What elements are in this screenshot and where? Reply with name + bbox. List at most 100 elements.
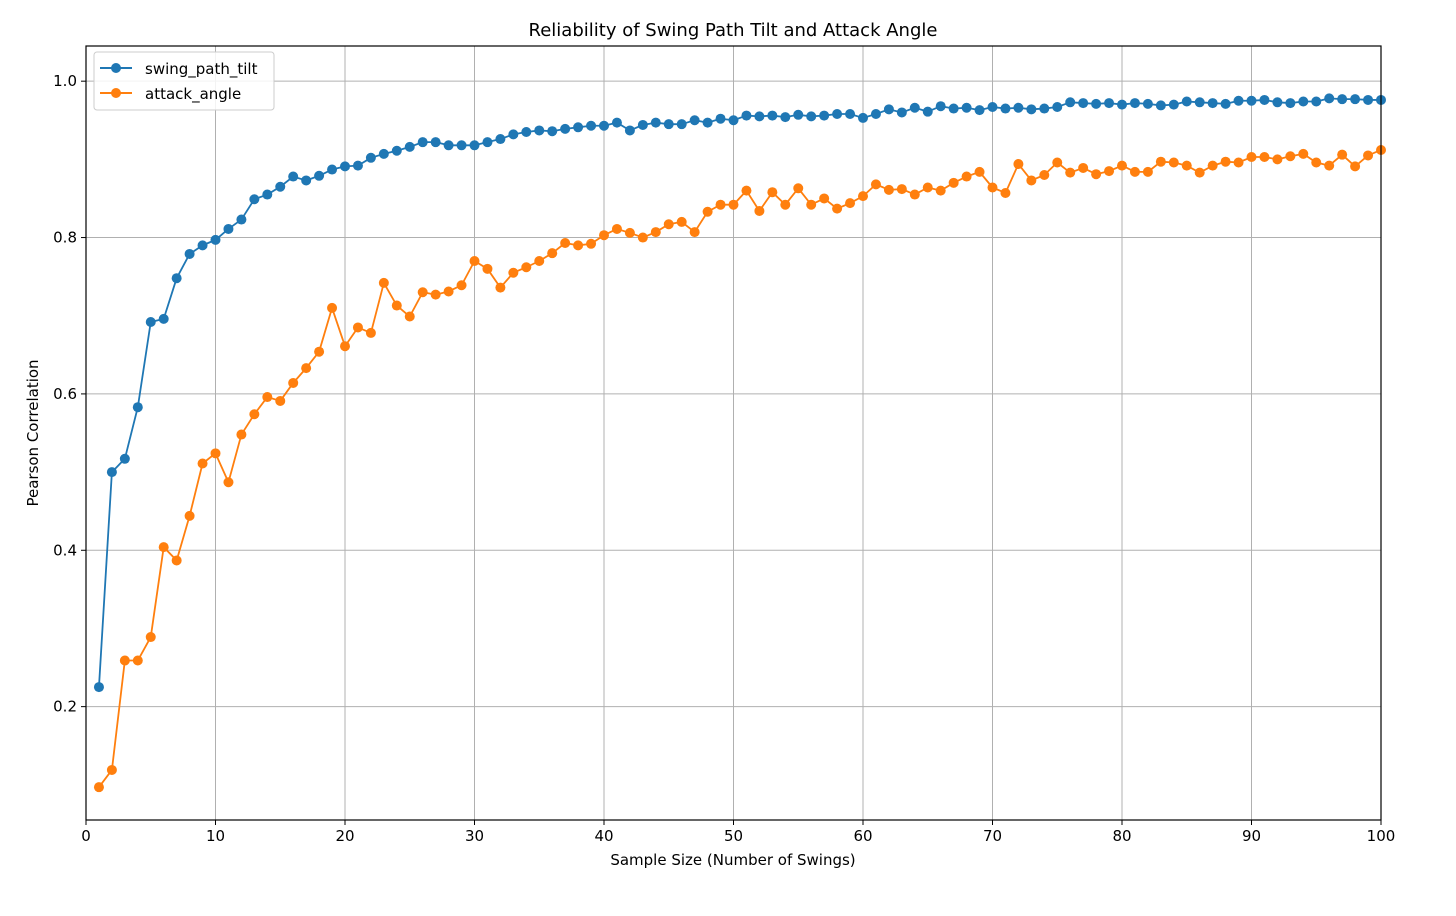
data-point-attack-angle [650,227,661,238]
data-point-swing-path-tilt [534,125,545,136]
data-point-swing-path-tilt [1039,103,1050,114]
data-point-attack-angle [586,238,597,249]
legend-label-swing-path-tilt: swing_path_tilt [145,60,258,79]
data-point-attack-angle [1065,167,1076,178]
data-point-attack-angle [663,219,674,230]
data-point-swing-path-tilt [275,181,286,192]
data-point-attack-angle [288,377,299,388]
data-point-attack-angle [521,262,532,273]
x-tick-label: 70 [983,827,1002,845]
data-point-attack-angle [223,477,234,488]
data-point-swing-path-tilt [1298,96,1309,107]
data-point-swing-path-tilt [521,127,532,137]
data-point-swing-path-tilt [210,234,221,245]
data-point-swing-path-tilt [560,123,571,134]
data-point-swing-path-tilt [1272,97,1283,108]
data-point-swing-path-tilt [715,113,726,124]
data-point-swing-path-tilt [896,107,907,118]
y-axis-label: Pearson Correlation [24,359,42,506]
data-point-swing-path-tilt [1091,98,1102,109]
data-point-attack-angle [1155,156,1166,167]
data-point-attack-angle [1272,154,1283,165]
data-point-swing-path-tilt [922,106,933,117]
data-point-swing-path-tilt [197,240,208,251]
data-point-swing-path-tilt [145,316,156,327]
data-point-swing-path-tilt [974,105,985,116]
data-point-swing-path-tilt [184,248,195,259]
data-point-attack-angle [1000,187,1011,198]
data-point-attack-angle [1311,157,1322,168]
data-point-swing-path-tilt [702,117,713,128]
data-point-attack-angle [314,346,325,357]
x-tick-label: 50 [724,827,743,845]
data-point-attack-angle [378,277,389,288]
data-point-attack-angle [832,203,843,214]
y-tick-label: 0.8 [53,229,77,247]
data-point-swing-path-tilt [1078,98,1089,109]
data-point-swing-path-tilt [858,112,868,123]
data-point-attack-angle [210,448,221,459]
data-point-attack-angle [1363,150,1374,161]
data-point-attack-angle [391,300,402,311]
data-point-attack-angle [132,655,143,666]
chart-title: Reliability of Swing Path Tilt and Attac… [529,20,938,41]
data-point-attack-angle [1285,151,1296,162]
data-point-swing-path-tilt [1129,98,1140,109]
data-point-swing-path-tilt [909,102,920,113]
data-point-attack-angle [145,632,156,643]
data-point-swing-path-tilt [961,102,972,113]
data-point-attack-angle [1091,169,1102,180]
data-point-swing-path-tilt [1337,94,1348,105]
data-point-swing-path-tilt [1168,99,1179,110]
data-point-swing-path-tilt [663,119,674,130]
legend-marker-attack-angle [111,88,121,98]
data-point-attack-angle [404,311,415,322]
data-point-swing-path-tilt [987,101,998,112]
data-point-swing-path-tilt [573,122,584,133]
data-point-attack-angle [1194,167,1205,178]
data-point-swing-path-tilt [586,120,597,131]
data-point-swing-path-tilt [1142,98,1153,109]
data-point-attack-angle [1207,160,1218,171]
data-point-attack-angle [1129,166,1140,177]
data-point-swing-path-tilt [1285,98,1296,109]
x-tick-label: 90 [1242,827,1261,845]
data-point-attack-angle [184,510,195,521]
data-point-swing-path-tilt [1013,102,1024,113]
data-point-swing-path-tilt [1065,97,1076,108]
data-point-attack-angle [819,193,830,204]
data-point-swing-path-tilt [1324,93,1335,104]
data-point-attack-angle [275,395,286,406]
data-point-attack-angle [845,198,856,209]
data-point-attack-angle [728,199,739,210]
data-point-attack-angle [948,177,959,188]
data-point-swing-path-tilt [935,101,946,112]
data-point-attack-angle [365,327,376,338]
data-point-swing-path-tilt [741,110,752,121]
data-point-swing-path-tilt [456,140,467,151]
data-point-attack-angle [495,282,506,293]
data-point-swing-path-tilt [288,171,299,182]
data-point-attack-angle [573,240,584,251]
data-point-attack-angle [534,256,545,266]
data-point-attack-angle [935,185,946,196]
data-point-swing-path-tilt [948,103,959,114]
data-point-attack-angle [741,185,752,196]
data-point-attack-angle [547,248,558,259]
legend-box [93,51,275,111]
data-point-swing-path-tilt [495,134,506,145]
x-axis-label: Sample Size (Number of Swings) [610,851,855,869]
data-point-swing-path-tilt [1311,96,1322,107]
data-point-attack-angle [1324,160,1335,171]
data-point-attack-angle [974,166,985,177]
data-point-attack-angle [858,191,868,202]
legend: swing_path_tilt attack_angle [93,51,275,111]
data-point-swing-path-tilt [819,110,830,121]
data-point-attack-angle [1233,157,1244,168]
data-point-attack-angle [870,179,881,190]
data-point-attack-angle [1298,148,1309,159]
data-point-swing-path-tilt [469,140,480,151]
data-point-attack-angle [340,341,350,352]
data-point-attack-angle [637,232,648,243]
